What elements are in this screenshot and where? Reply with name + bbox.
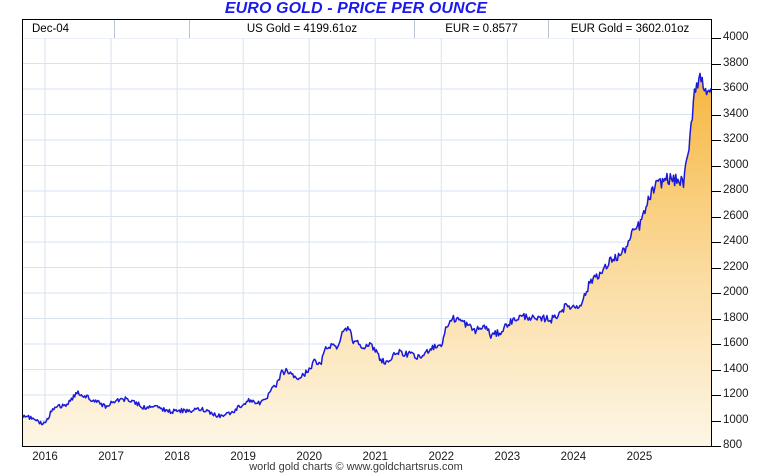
x-axis-label: 2017 <box>98 451 124 463</box>
price-area-svg <box>23 38 711 446</box>
x-axis-label: 2016 <box>32 451 58 463</box>
y-axis-tick <box>712 38 721 39</box>
y-axis-label: 1000 <box>723 413 749 426</box>
x-axis-label: 2020 <box>296 451 322 463</box>
y-axis-label: 4000 <box>723 31 749 43</box>
x-axis-label: 2022 <box>428 451 455 463</box>
footer-credit: world gold charts © www.goldchartsrus.co… <box>249 461 463 473</box>
y-axis-tick <box>712 446 721 447</box>
page-title: EURO GOLD - PRICE PER OUNCE <box>224 0 488 17</box>
y-axis-tick <box>712 242 721 243</box>
y-axis-tick <box>712 420 721 422</box>
y-axis-label: 1400 <box>723 362 749 375</box>
price-line <box>23 72 711 426</box>
y-axis-label: 2400 <box>723 235 749 247</box>
header-date-label: Dec-04 <box>23 20 115 38</box>
header-us-gold-value: US Gold = 4199.61oz <box>190 20 415 38</box>
plot-area <box>22 38 712 447</box>
y-axis-label: 1600 <box>723 337 749 349</box>
y-axis-label: 3000 <box>723 158 749 171</box>
y-axis-label: 3600 <box>723 82 749 94</box>
header-info-strip: Dec-04 US Gold = 4199.61oz EUR = 0.8577 … <box>22 19 712 38</box>
y-axis-tick <box>712 114 721 116</box>
x-axis-label: 2024 <box>560 451 587 463</box>
y-axis-tick <box>712 369 721 371</box>
y-axis-label: 1200 <box>723 388 749 400</box>
y-axis-label: 2200 <box>723 260 749 273</box>
y-axis-label: 3800 <box>723 56 749 69</box>
x-axis-label: 2021 <box>362 451 389 463</box>
y-axis-label: 3400 <box>723 107 749 120</box>
header-eur-gold-value: EUR Gold = 3602.01oz <box>570 23 690 35</box>
header-spacer-cell <box>115 20 190 38</box>
y-axis-label: 1800 <box>723 311 749 324</box>
y-axis-tick <box>712 318 721 320</box>
x-axis-label: 2025 <box>626 451 653 463</box>
x-axis-label: 2023 <box>494 451 521 463</box>
y-axis-tick <box>712 165 721 167</box>
header-eur-rate-value: EUR = 0.8577 <box>415 20 549 38</box>
price-area-fill <box>23 73 711 446</box>
y-axis-label: 800 <box>723 439 743 451</box>
x-axis-label: 2019 <box>230 451 256 463</box>
y-axis-label: 2800 <box>723 184 749 196</box>
y-axis-tick <box>712 216 721 218</box>
y-axis-label: 2000 <box>723 286 749 298</box>
y-axis-tick <box>712 89 721 90</box>
y-axis-tick <box>712 267 721 269</box>
y-axis-tick <box>712 395 721 396</box>
y-axis-label: 2600 <box>723 209 749 222</box>
y-axis-tick <box>712 344 721 345</box>
y-axis-tick <box>712 191 721 192</box>
y-axis-tick <box>712 140 721 141</box>
y-axis-tick <box>712 63 721 65</box>
y-axis-label: 3200 <box>723 133 749 145</box>
x-axis-label: 2018 <box>164 451 190 463</box>
y-axis-tick <box>712 293 721 294</box>
